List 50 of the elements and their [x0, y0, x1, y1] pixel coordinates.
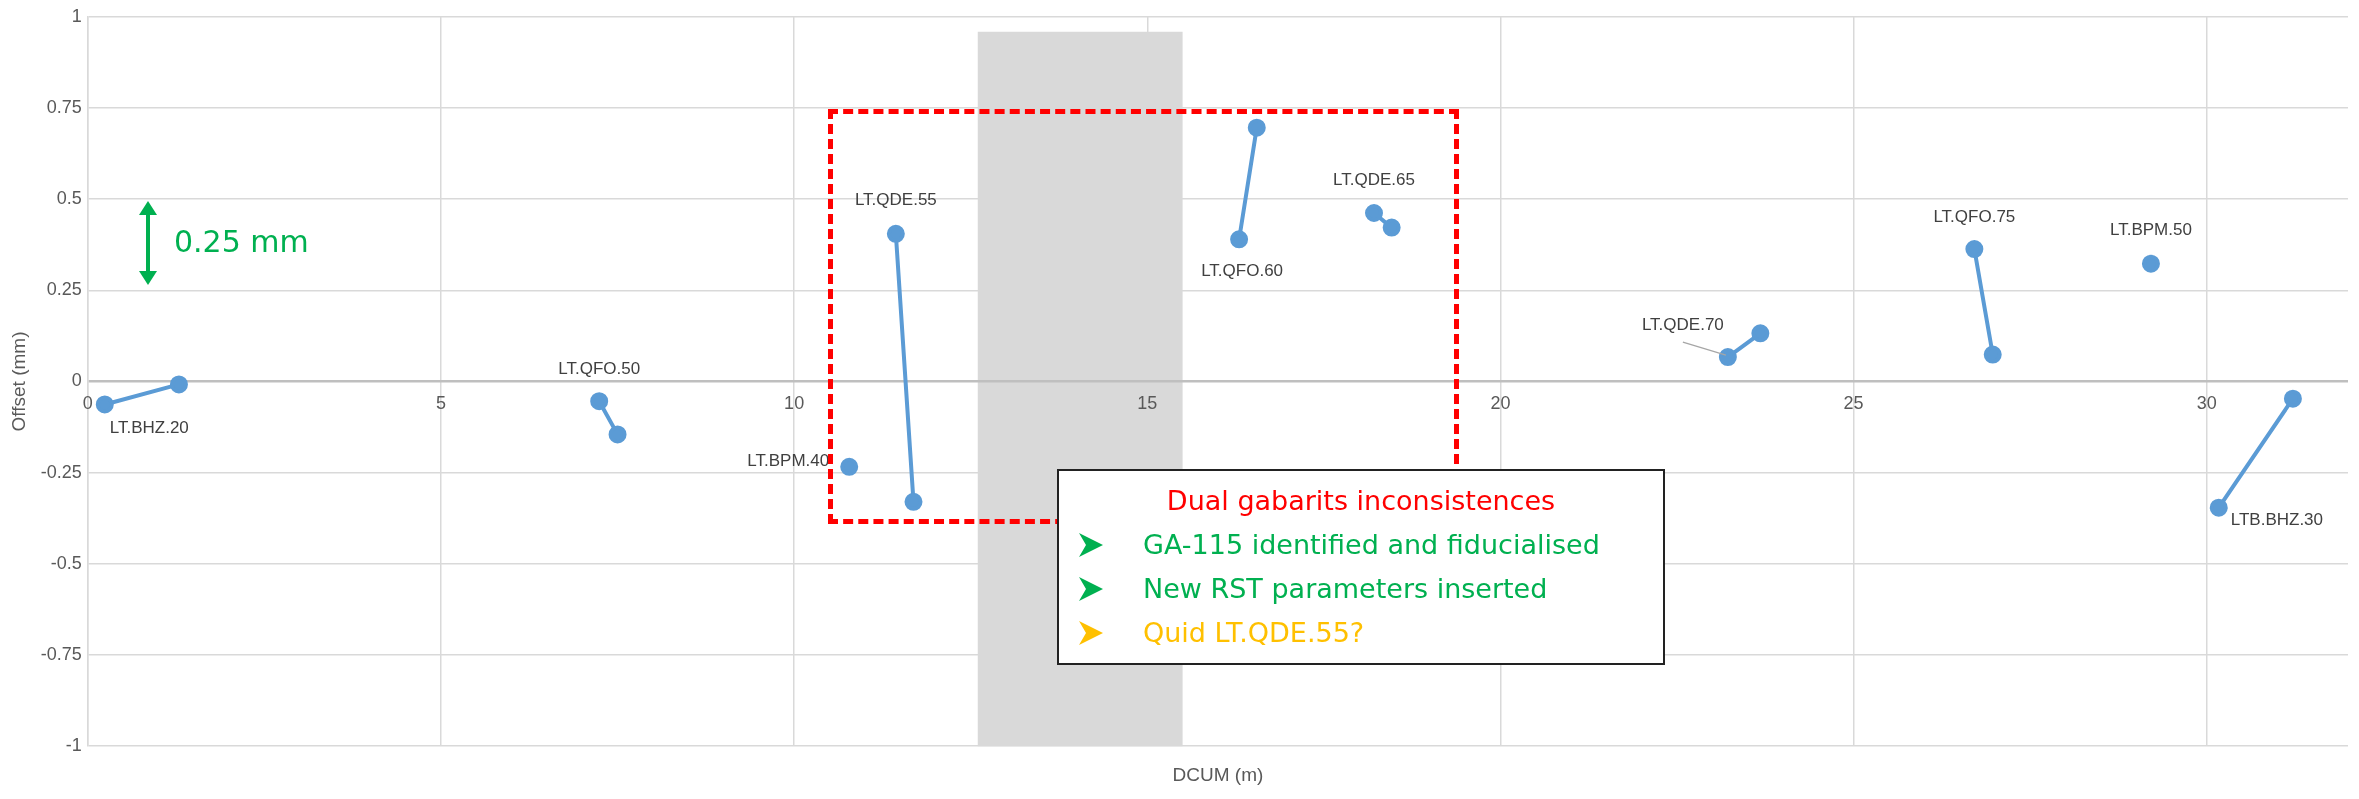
point: [1983, 345, 2002, 364]
series-label: LT.QDE.55: [854, 190, 937, 210]
series-label: LT.BPM.50: [2110, 220, 2192, 240]
series-label: LT.QFO.60: [1201, 260, 1284, 280]
point: [2283, 389, 2302, 408]
y-tick-label: 0: [71, 370, 82, 391]
point: [95, 395, 114, 414]
y-tick-label: 0.5: [56, 188, 82, 209]
x-tick-label: 30: [2196, 393, 2217, 414]
point: [1365, 204, 1384, 223]
point: [840, 457, 859, 476]
point: [590, 392, 609, 411]
point: [1751, 324, 1770, 343]
annotation: GA-115 identified and fiducialised: [1143, 528, 1600, 562]
x-axis-title: DCUM (m): [1172, 763, 1264, 785]
x-tick-label: 25: [1843, 393, 1864, 414]
x-tick-label: 10: [784, 393, 805, 414]
point: [886, 224, 905, 243]
annotation: Dual gabarits inconsistences: [1166, 484, 1556, 518]
x-tick-label: 5: [435, 393, 446, 414]
point: [1230, 230, 1249, 249]
annotation: 0.25 mm: [174, 224, 309, 259]
y-tick-label: -0.25: [40, 461, 82, 482]
series-label: LT.BHZ.20: [109, 418, 189, 438]
y-tick-label: -1: [65, 735, 82, 756]
series-label: LT.QDE.65: [1333, 169, 1415, 189]
annotation: Quid LT.QDE.55?: [1143, 616, 1365, 650]
series-label: LT.QDE.70: [1641, 314, 1724, 334]
y-tick-label: -0.5: [50, 552, 82, 573]
annotation: New RST parameters inserted: [1143, 572, 1548, 606]
series-label: LT.QFO.50: [558, 358, 641, 378]
y-tick-label: -0.75: [40, 643, 82, 664]
series-label: LTB.BHZ.30: [2230, 510, 2324, 530]
point: [2141, 254, 2160, 273]
point: [1965, 240, 1984, 259]
point: [904, 492, 923, 511]
series-label: LT.QFO.75: [1933, 206, 2016, 226]
point: [2209, 498, 2228, 517]
x-tick-label: 20: [1490, 393, 1511, 414]
point: [1382, 218, 1401, 237]
series-label: LT.BPM.40: [747, 450, 830, 470]
point: [1718, 348, 1737, 367]
y-tick-label: 1: [71, 5, 82, 26]
x-tick-label: 15: [1137, 393, 1158, 414]
y-axis-title: Offset (mm): [7, 331, 29, 432]
point: [608, 425, 627, 444]
point: [1247, 118, 1266, 137]
point: [169, 375, 188, 394]
y-tick-label: 0.25: [46, 279, 82, 300]
y-tick-label: 0.75: [46, 96, 82, 117]
